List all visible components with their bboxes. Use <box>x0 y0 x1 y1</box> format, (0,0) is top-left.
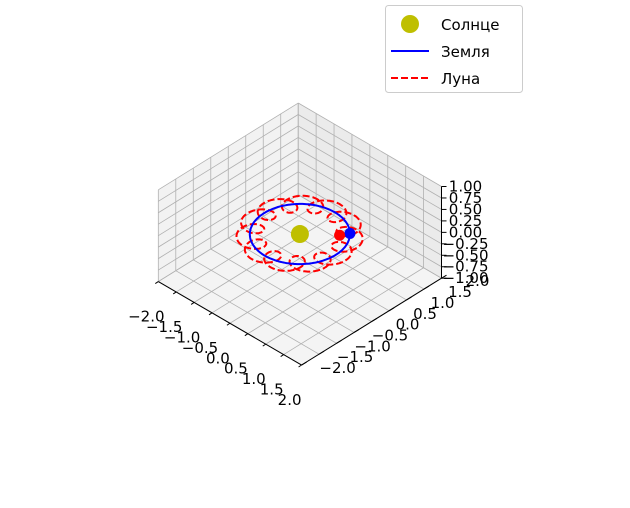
earth-orbit-line <box>248 202 351 266</box>
legend: Солнце Земля Луна <box>385 5 523 93</box>
y-tick <box>301 361 307 366</box>
grid-back-z <box>298 114 442 199</box>
y-tick-label: −0.5 <box>372 327 408 345</box>
axis-ticks <box>155 186 447 368</box>
x-tick-label: 0.5 <box>224 360 248 378</box>
x-axis-line <box>158 281 302 366</box>
x-tick-label: 2.0 <box>278 391 302 409</box>
y-tick-label: 0.5 <box>413 305 437 323</box>
grid-back-z <box>298 182 442 268</box>
grid-back-z <box>298 102 442 187</box>
z-tick-label: 0.75 <box>449 189 482 207</box>
sun-point <box>290 225 309 244</box>
x-tick <box>280 354 284 357</box>
y-tick-label: −1.5 <box>337 348 373 366</box>
y-tick <box>406 296 412 301</box>
grid-back-z <box>298 137 442 222</box>
z-tick-label: −0.50 <box>443 246 489 264</box>
z-tick-label: 0.50 <box>449 200 482 218</box>
y-tick <box>371 318 377 323</box>
y-tick <box>353 329 360 333</box>
x-tick-label: 1.0 <box>242 370 266 388</box>
grid-left-z <box>158 160 299 248</box>
x-tick-label: −1.0 <box>164 328 200 346</box>
y-tick-label: −1.0 <box>354 337 390 355</box>
grid-floor-y <box>263 216 407 301</box>
y-tick <box>423 285 430 290</box>
x-tick <box>262 343 267 347</box>
legend-label: Земля <box>441 43 490 61</box>
z-tick-label: −0.75 <box>443 258 489 276</box>
x-tick <box>298 364 302 368</box>
x-tick-label: 1.5 <box>260 381 284 399</box>
x-tick-label: −0.5 <box>182 339 218 357</box>
earth-point <box>344 227 356 239</box>
x-tick <box>208 312 213 316</box>
tick-labels: −2.0−1.5−1.0−0.50.00.51.01.52.0−2.0−1.5−… <box>128 178 489 410</box>
y-tick-label: 1.5 <box>448 283 472 301</box>
moon-point <box>334 229 346 241</box>
grid-back-z <box>298 194 442 279</box>
x-tick <box>172 291 177 295</box>
grid-floor-y <box>280 205 425 290</box>
grid-left-z <box>158 148 299 237</box>
grid-left-z <box>158 182 299 271</box>
x-tick-label: 0.0 <box>206 349 230 367</box>
grid-lines <box>157 102 442 366</box>
grid-left-z <box>158 194 299 282</box>
grid-floor-y <box>245 226 390 312</box>
y-tick-label: −2.0 <box>319 359 355 377</box>
plot-series <box>235 194 364 273</box>
grid-back-z <box>298 159 442 245</box>
grid-back-z <box>298 148 442 233</box>
x-tick <box>155 281 159 284</box>
grid-back-z <box>298 171 442 256</box>
y-axis-line <box>301 277 442 366</box>
z-tick-label: 0.00 <box>449 223 482 241</box>
legend-box <box>385 5 523 93</box>
y-tick <box>318 350 325 355</box>
legend-label: Солнце <box>441 16 499 34</box>
grid-floor-y <box>228 237 372 322</box>
moon-orbit-line <box>235 194 364 273</box>
grid-floor-y <box>193 259 337 344</box>
legend-label: Луна <box>441 70 480 88</box>
z-tick-label: −1.00 <box>443 269 489 287</box>
x-tick <box>190 301 195 305</box>
z-tick-label: 0.25 <box>449 212 482 230</box>
x-tick-label: −2.0 <box>128 308 164 326</box>
grid-left-z <box>158 171 299 259</box>
grid-left-z <box>158 125 299 214</box>
grid-left-z <box>158 102 299 191</box>
grid-floor-y <box>175 270 320 355</box>
z-tick-label: −0.25 <box>443 235 489 253</box>
z-tick-label: 1.00 <box>449 178 482 196</box>
grid-left-z <box>158 137 299 225</box>
x-tick <box>244 333 249 337</box>
y-tick-label: 2.0 <box>466 272 490 290</box>
grid-back-z <box>298 125 442 210</box>
y-tick-label: 0.0 <box>396 316 420 334</box>
y-tick-label: 1.0 <box>431 294 455 312</box>
x-tick-label: −1.5 <box>146 318 182 336</box>
grid-floor-y <box>210 248 355 333</box>
grid-left-z <box>158 114 299 202</box>
y-tick <box>388 307 395 312</box>
legend-sun-marker <box>401 15 419 33</box>
x-tick <box>226 322 231 326</box>
y-tick <box>336 339 342 344</box>
